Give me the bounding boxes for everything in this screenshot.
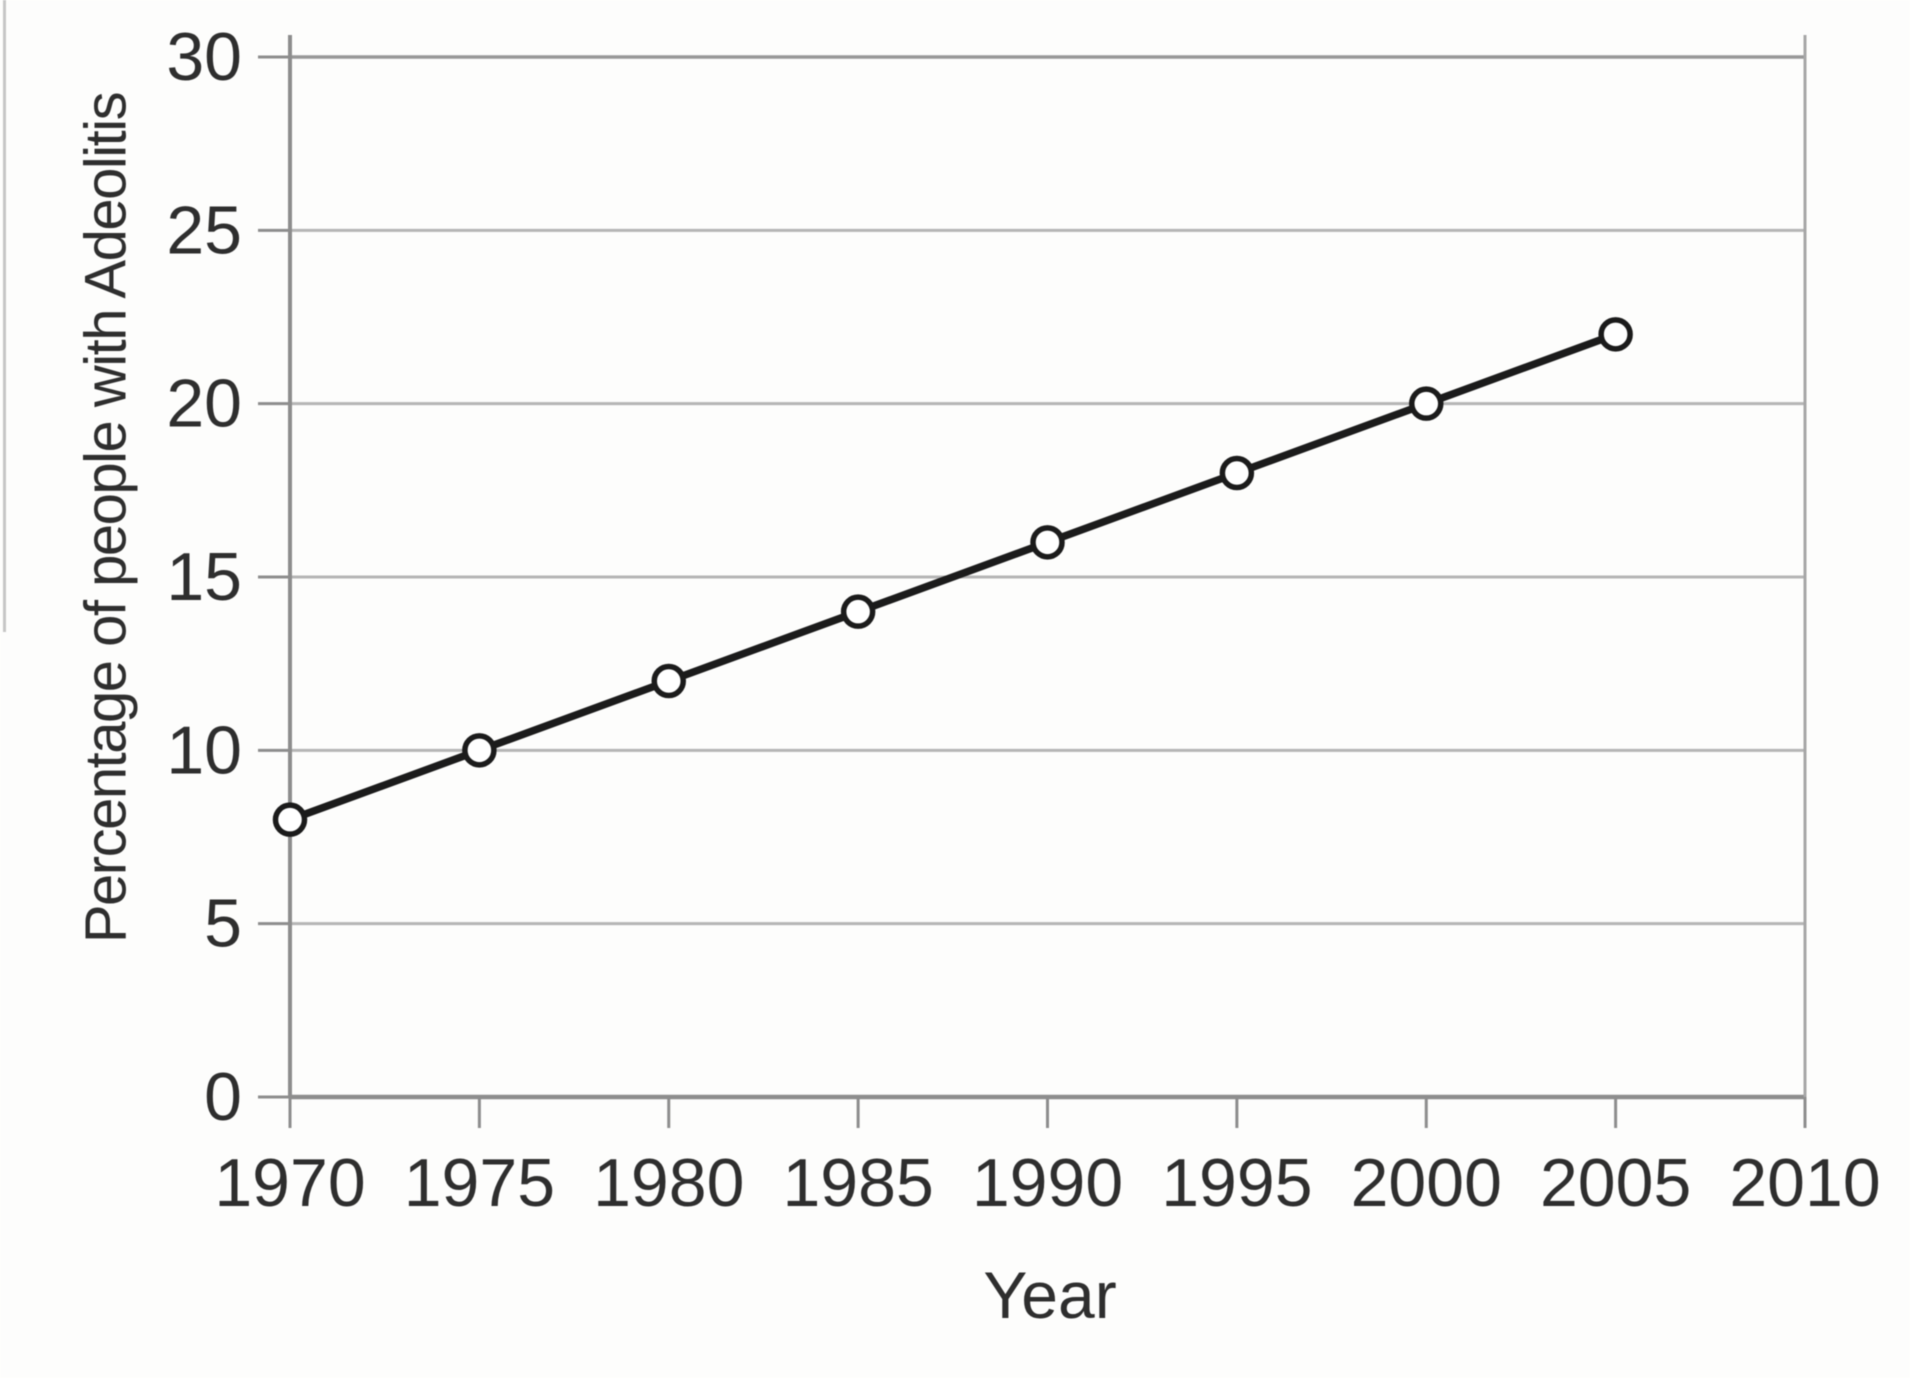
data-point-marker (1409, 386, 1444, 421)
series-line (286, 330, 1620, 824)
x-tick-label: 1980 (593, 1145, 744, 1221)
data-point-marker (272, 802, 308, 837)
data-point-marker (1030, 525, 1065, 560)
y-tick-label: 30 (166, 19, 242, 95)
x-axis-title: Year (983, 1258, 1117, 1332)
scan-edge-artifact (3, 0, 6, 632)
x-tick-label: 2010 (1729, 1145, 1880, 1221)
x-tick-label: 1975 (404, 1145, 555, 1221)
data-point-marker (651, 663, 686, 699)
x-tick-label: 2005 (1540, 1145, 1691, 1221)
data-point-marker (1219, 455, 1255, 491)
x-tick-label: 1970 (214, 1145, 365, 1221)
data-point-marker (1598, 317, 1633, 352)
x-tick-label: 1995 (1161, 1145, 1312, 1221)
data-point-marker (840, 594, 876, 629)
y-tick-label: 20 (166, 366, 242, 442)
y-tick-label: 25 (166, 192, 242, 268)
y-tick-label: 15 (166, 539, 242, 615)
x-tick-label: 2000 (1351, 1145, 1502, 1221)
x-tick-label: 1990 (972, 1145, 1123, 1221)
y-tick-label: 10 (166, 712, 242, 788)
x-tick-label: 1985 (782, 1145, 933, 1221)
y-tick-label: 0 (204, 1059, 242, 1135)
y-axis-title: Percentage of people with Adeolitis (73, 92, 139, 944)
y-tick-label: 5 (204, 886, 242, 962)
data-point-marker (462, 733, 497, 768)
